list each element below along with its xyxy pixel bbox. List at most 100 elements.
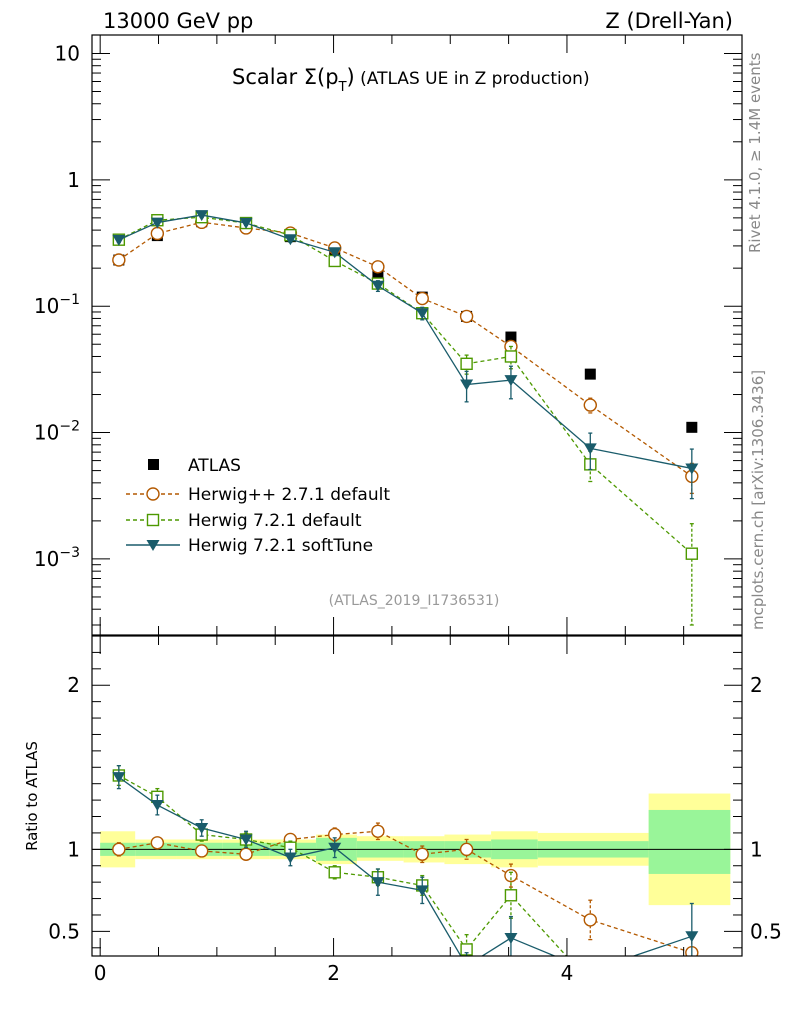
legend-label-atlas: ATLAS bbox=[188, 456, 241, 476]
data-point-softtune bbox=[112, 772, 126, 784]
data-point-softtune bbox=[150, 800, 164, 812]
x-tick-label: 0 bbox=[94, 961, 107, 985]
data-point-herwigpp bbox=[371, 824, 385, 838]
data-point-herwigpp bbox=[150, 836, 165, 850]
series-line-herwig721 bbox=[118, 774, 568, 956]
legend-label-herwigpp: Herwig++ 2.7.1 default bbox=[188, 485, 390, 505]
data-point-softtune bbox=[460, 379, 474, 391]
data-point-herwigpp bbox=[504, 868, 518, 883]
data-point-herwigpp bbox=[112, 842, 126, 857]
series-line-herwig721 bbox=[118, 216, 693, 555]
data-point-softtune bbox=[685, 931, 699, 943]
data-point-softtune bbox=[504, 932, 518, 944]
data-point-atlas bbox=[505, 331, 517, 343]
data-point-softtune bbox=[685, 463, 699, 475]
data-point-atlas bbox=[686, 421, 698, 433]
legend-entry-herwigpp: Herwig++ 2.7.1 default bbox=[126, 485, 390, 505]
ratio-y-tick-label: 1 bbox=[67, 837, 80, 861]
header-left: 13000 GeV pp bbox=[103, 9, 253, 33]
legend-entry-herwig721: Herwig 7.2.1 default bbox=[126, 511, 362, 531]
data-point-softtune bbox=[415, 885, 429, 897]
data-point-herwigpp bbox=[459, 309, 474, 324]
data-point-softtune bbox=[283, 234, 297, 246]
ratio-data-layer bbox=[112, 764, 699, 1003]
ratio-y-tick-label: 2 bbox=[67, 673, 80, 697]
data-point-atlas bbox=[372, 268, 384, 280]
legend-marker-herwigpp bbox=[146, 487, 160, 501]
ratio-y-tick-label-right: 1 bbox=[750, 837, 763, 861]
data-point-softtune bbox=[112, 234, 126, 246]
ratio-plot-frame bbox=[91, 635, 743, 957]
data-point-herwig721 bbox=[460, 357, 473, 371]
y-tick-label: 10−3 bbox=[34, 545, 80, 571]
x-tick-label: 4 bbox=[561, 961, 574, 985]
main-plot-panel: 10 1 10−1 10−2 10−3 Scalar Σ(pT) (ATLAS UE i… bbox=[34, 34, 743, 636]
data-point-softtune bbox=[239, 834, 253, 846]
y-tick-label: 10−2 bbox=[34, 419, 80, 445]
main-x-ticks bbox=[99, 35, 685, 635]
data-point-herwig721 bbox=[585, 977, 596, 988]
uncertainty-band-inner bbox=[648, 809, 731, 874]
legend-entry-softtune: Herwig 7.2.1 softTune bbox=[126, 536, 373, 556]
series-line-herwigpp bbox=[118, 830, 693, 954]
data-point-herwigpp bbox=[150, 226, 165, 241]
main-plot-frame bbox=[91, 34, 743, 636]
mcplots-text: mcplots.cern.ch [arXiv:1306.3436] bbox=[749, 370, 767, 630]
data-point-herwigpp bbox=[112, 253, 126, 267]
series-line-herwigpp bbox=[118, 221, 693, 477]
main-data-layer bbox=[112, 210, 699, 626]
data-point-herwig721 bbox=[504, 889, 518, 902]
data-point-herwigpp bbox=[583, 398, 597, 412]
data-point-softtune bbox=[283, 852, 297, 864]
data-point-softtune bbox=[195, 210, 209, 222]
data-point-herwigpp bbox=[415, 291, 429, 306]
data-point-softtune bbox=[371, 877, 385, 889]
data-point-herwig721 bbox=[685, 547, 699, 560]
y-tick-label: 10 bbox=[55, 41, 80, 65]
ratio-y-tick-label: 0.5 bbox=[48, 919, 80, 943]
data-point-softtune bbox=[195, 823, 209, 834]
data-point-softtune bbox=[504, 375, 518, 387]
legend-marker-softtune bbox=[146, 540, 160, 551]
ratio-x-ticks: 0 2 4 bbox=[94, 636, 685, 985]
ratio-y-label: Ratio to ATLAS bbox=[23, 741, 41, 851]
x-tick-label: 2 bbox=[327, 961, 340, 985]
legend-label-softtune: Herwig 7.2.1 softTune bbox=[188, 536, 373, 556]
data-point-softtune bbox=[460, 961, 473, 972]
data-point-softtune bbox=[584, 966, 597, 977]
data-point-softtune bbox=[415, 308, 429, 320]
main-y-ticks: 10 1 10−1 10−2 10−3 bbox=[34, 41, 742, 626]
rivet-version-text: Rivet 4.1.0, ≥ 1.4M events bbox=[746, 52, 764, 253]
data-point-herwigpp bbox=[239, 847, 253, 861]
plot-title: Scalar Σ(pT) (ATLAS UE in Z production) bbox=[232, 65, 590, 95]
ratio-y-tick-label-right: 2 bbox=[750, 673, 763, 697]
y-tick-label: 1 bbox=[67, 168, 80, 192]
legend-marker-herwig721 bbox=[146, 513, 160, 527]
data-point-softtune bbox=[371, 280, 385, 292]
data-point-herwig721 bbox=[504, 350, 518, 363]
ratio-plot-panel: 2 2 1 1 0.5 0.5 0 2 4 Ratio to ATLAS bbox=[23, 635, 782, 1003]
data-point-softtune bbox=[583, 443, 597, 455]
analysis-id-text: (ATLAS_2019_I1736531) bbox=[329, 593, 500, 609]
data-point-herwigpp bbox=[194, 844, 209, 858]
data-point-softtune bbox=[239, 217, 253, 229]
legend-marker-atlas bbox=[148, 459, 159, 470]
legend: ATLAS Herwig++ 2.7.1 default Herwig 7.2.… bbox=[126, 456, 390, 556]
data-point-softtune bbox=[328, 842, 342, 854]
data-point-herwigpp bbox=[583, 913, 597, 927]
series-line-softtune bbox=[118, 776, 693, 956]
data-point-herwigpp bbox=[459, 842, 474, 857]
data-point-atlas bbox=[584, 368, 596, 380]
data-point-softtune bbox=[328, 247, 342, 259]
data-point-herwigpp bbox=[415, 847, 429, 861]
data-point-herwigpp bbox=[371, 260, 385, 274]
data-point-softtune bbox=[150, 217, 164, 229]
data-point-herwig721 bbox=[686, 992, 697, 1003]
ratio-y-tick-label-right: 0.5 bbox=[750, 919, 782, 943]
legend-entry-atlas: ATLAS bbox=[148, 456, 241, 476]
series-line-softtune bbox=[118, 214, 692, 470]
data-point-herwig721 bbox=[328, 866, 341, 879]
ratio-y-ticks: 2 2 1 1 0.5 0.5 bbox=[48, 651, 782, 949]
y-tick-label: 10−1 bbox=[34, 292, 80, 318]
